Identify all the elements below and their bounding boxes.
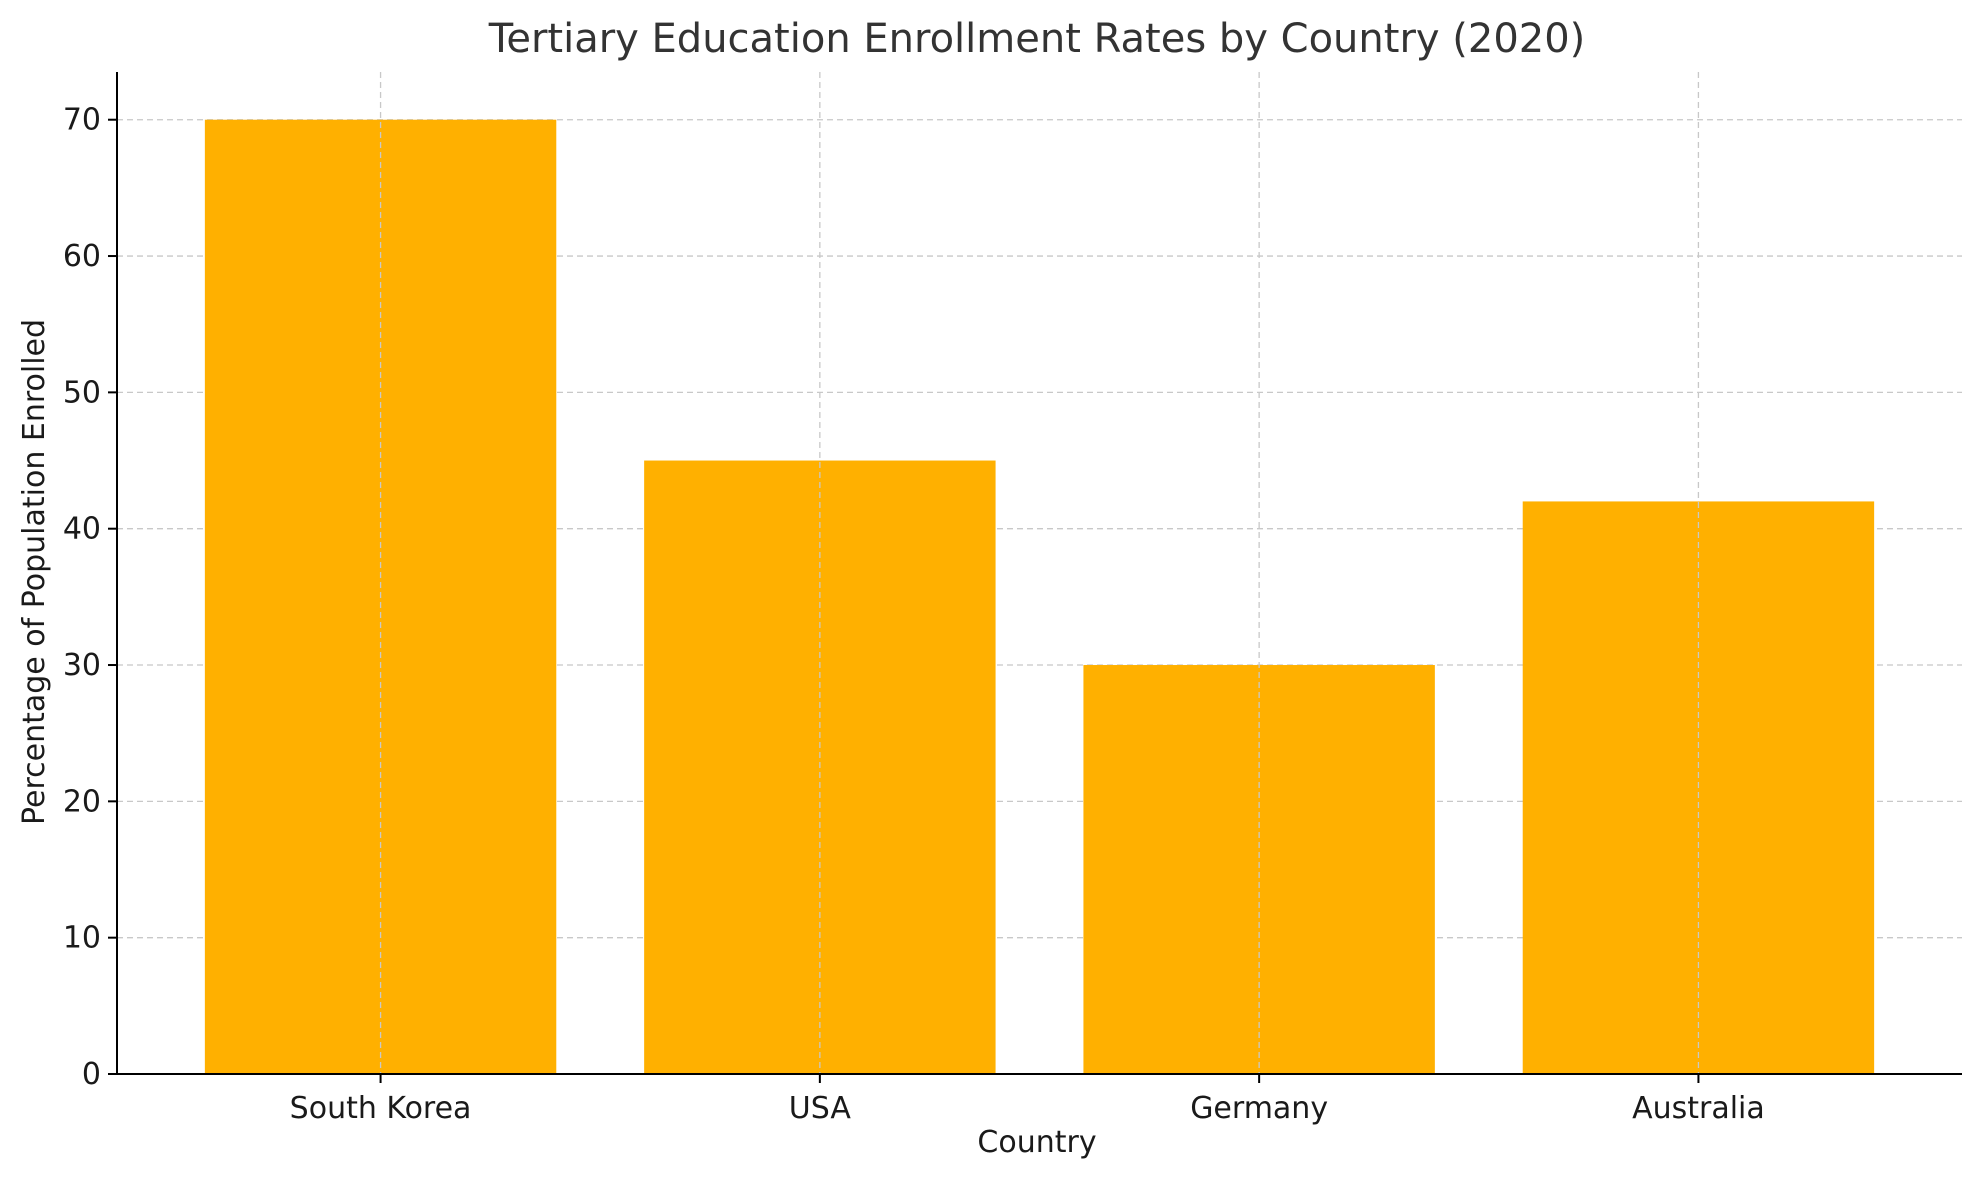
- x-tick-label: South Korea: [290, 1091, 472, 1126]
- y-tick-label: 0: [82, 1057, 101, 1092]
- x-tick-labels: South Korea USA Germany Australia: [290, 1091, 1765, 1126]
- x-axis-label: Country: [977, 1125, 1096, 1160]
- x-tick-label: Australia: [1632, 1091, 1765, 1126]
- y-tick-label: 60: [63, 239, 101, 274]
- y-tick-label: 10: [63, 921, 101, 956]
- y-tick-label: 20: [63, 784, 101, 819]
- chart-title: Tertiary Education Enrollment Rates by C…: [488, 16, 1586, 62]
- y-tick-label: 70: [63, 103, 101, 138]
- y-tick-label: 50: [63, 375, 101, 410]
- x-tick-label: USA: [789, 1091, 852, 1126]
- y-axis-label: Percentage of Population Enrolled: [17, 319, 52, 825]
- axes: [108, 72, 1962, 1083]
- y-tick-label: 30: [63, 648, 101, 683]
- vertical-gridlines: [379, 72, 1700, 1074]
- x-tick-label: Germany: [1190, 1091, 1328, 1126]
- bars: [204, 119, 1875, 1074]
- y-tick-labels: 0 10 20 30 40 50 60 70: [63, 103, 101, 1092]
- y-tick-label: 40: [63, 512, 101, 547]
